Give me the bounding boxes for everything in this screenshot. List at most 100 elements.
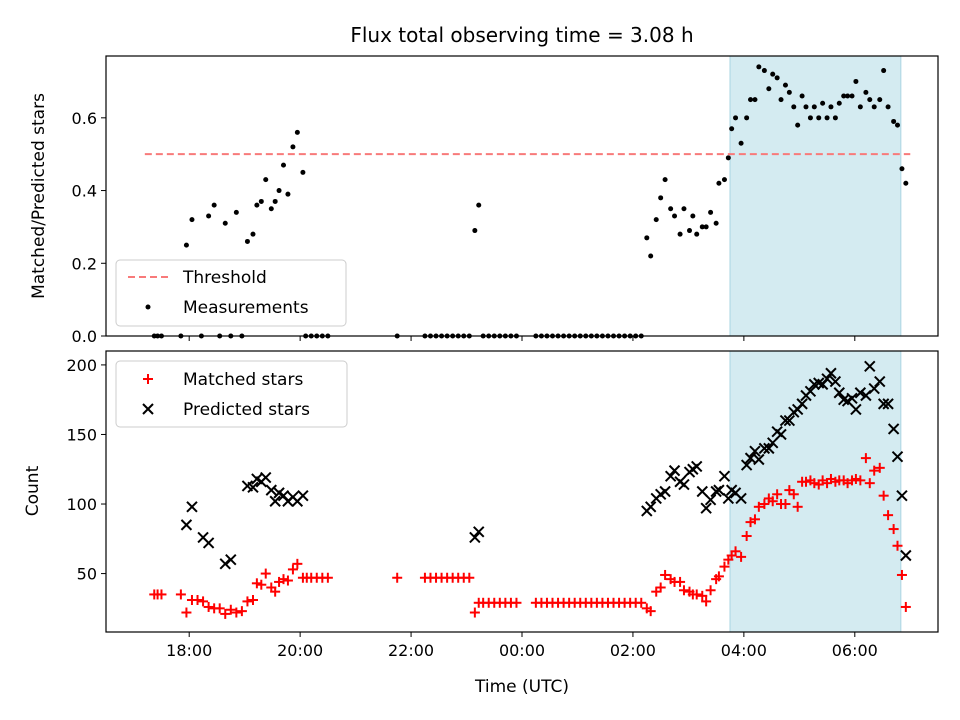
point-p1-s0-42 bbox=[464, 572, 475, 583]
point-p1-s0-85 bbox=[701, 596, 712, 607]
point-p0-s0-98 bbox=[766, 86, 772, 92]
bottom-y-ticks: 50 100 150 200 bbox=[66, 356, 106, 584]
point-p1-s0-79 bbox=[675, 576, 686, 587]
point-p1-s0-101 bbox=[772, 489, 783, 500]
point-p1-s0-76 bbox=[660, 569, 671, 580]
point-p0-s0-14 bbox=[244, 238, 250, 244]
point-p1-s1-35 bbox=[704, 494, 717, 506]
point-p0-s0-5 bbox=[189, 217, 195, 223]
point-p0-s0-90 bbox=[729, 126, 735, 132]
point-p1-s0-121 bbox=[855, 475, 866, 486]
point-p0-s0-96 bbox=[756, 64, 762, 70]
point-p0-s0-17 bbox=[258, 198, 264, 204]
point-p0-s0-106 bbox=[799, 93, 805, 99]
point-p0-s0-114 bbox=[832, 115, 838, 121]
point-p0-s0-92 bbox=[738, 140, 744, 146]
point-p0-s0-20 bbox=[272, 198, 278, 204]
point-p1-s1-29 bbox=[678, 478, 690, 491]
point-p1-s0-75 bbox=[655, 582, 666, 593]
point-p0-s0-101 bbox=[778, 97, 784, 103]
y-tick-label-p0-2: 0.4 bbox=[72, 182, 97, 201]
point-p1-s1-12 bbox=[269, 495, 281, 507]
legend-threshold-label: Threshold bbox=[182, 268, 267, 288]
bottom-x-ticks: 18:00 20:00 22:00 00:00 02:00 04:00 06:00 bbox=[166, 632, 878, 660]
point-p1-s1-56 bbox=[796, 398, 808, 410]
point-p1-s0-83 bbox=[691, 589, 702, 600]
point-p1-s1-38 bbox=[718, 470, 731, 482]
point-p1-s0-15 bbox=[242, 596, 253, 607]
point-p1-s0-26 bbox=[292, 558, 303, 569]
point-p1-s1-64 bbox=[829, 375, 842, 388]
point-p0-s0-86 bbox=[713, 220, 719, 226]
point-p0-s0-19 bbox=[268, 206, 274, 212]
point-p0-s0-120 bbox=[857, 104, 863, 110]
legend-matched-swatch bbox=[143, 374, 153, 384]
point-p0-s0-126 bbox=[885, 104, 891, 110]
point-p1-s0-84 bbox=[697, 590, 708, 601]
point-p0-s0-23 bbox=[285, 191, 291, 197]
point-p1-s0-80 bbox=[678, 585, 689, 596]
top-legend-box bbox=[115, 259, 347, 327]
point-p1-s1-76 bbox=[882, 398, 894, 410]
point-p0-s0-113 bbox=[828, 104, 834, 110]
point-p1-s0-17 bbox=[251, 578, 262, 589]
point-p1-s0-6 bbox=[192, 595, 203, 606]
top-y-ticks: 0.0 0.2 0.4 0.6 bbox=[72, 109, 106, 346]
point-p1-s1-22 bbox=[644, 501, 657, 513]
bottom-points-layer bbox=[149, 360, 912, 619]
point-p1-s0-129 bbox=[892, 540, 903, 551]
point-p1-s1-47 bbox=[758, 442, 771, 455]
legend-predicted-label: Predicted stars bbox=[183, 400, 310, 420]
point-p1-s0-18 bbox=[256, 579, 267, 590]
point-p1-s1-26 bbox=[664, 470, 677, 482]
x-tick-label-4: 02:00 bbox=[610, 641, 656, 660]
point-p1-s0-73 bbox=[645, 606, 656, 617]
y-tick-label-p1-3: 200 bbox=[66, 356, 97, 375]
point-p1-s1-37 bbox=[713, 484, 725, 496]
point-p1-s0-105 bbox=[788, 489, 799, 500]
point-p0-s0-125 bbox=[881, 68, 887, 74]
point-p0-s0-18 bbox=[263, 177, 269, 183]
point-p1-s0-16 bbox=[247, 595, 258, 606]
top-legend: Threshold Measurements bbox=[115, 259, 347, 327]
bottom-y-axis-label: Count bbox=[23, 465, 43, 516]
point-p1-s1-62 bbox=[821, 373, 833, 385]
point-p0-s0-127 bbox=[891, 118, 897, 124]
point-p0-s0-108 bbox=[807, 115, 813, 121]
point-p1-s0-130 bbox=[896, 569, 907, 580]
point-p1-s0-33 bbox=[392, 572, 403, 583]
point-p1-s0-131 bbox=[900, 601, 911, 612]
point-p1-s1-43 bbox=[740, 459, 753, 471]
point-p1-s0-25 bbox=[287, 564, 298, 575]
point-p0-s0-88 bbox=[721, 177, 727, 183]
point-p1-s1-39 bbox=[722, 492, 735, 505]
y-tick-label-p0-0: 0.0 bbox=[72, 327, 97, 346]
point-p1-s1-74 bbox=[874, 375, 886, 388]
point-p0-s0-42 bbox=[472, 228, 478, 234]
point-p1-s1-34 bbox=[700, 502, 712, 514]
top-plot-frame bbox=[105, 55, 939, 337]
point-p0-s0-124 bbox=[877, 97, 883, 103]
point-p1-s1-69 bbox=[850, 403, 862, 416]
point-p0-s0-73 bbox=[653, 217, 659, 223]
point-p0-s0-4 bbox=[183, 242, 189, 248]
point-p1-s0-96 bbox=[749, 514, 760, 525]
point-p1-s1-63 bbox=[825, 367, 837, 379]
y-tick-label-p1-0: 50 bbox=[77, 565, 97, 584]
point-p0-s0-109 bbox=[811, 104, 817, 110]
point-p0-s0-16 bbox=[254, 202, 260, 208]
point-p1-s0-2 bbox=[156, 589, 167, 600]
point-p1-s0-19 bbox=[260, 568, 271, 579]
point-p1-s1-45 bbox=[749, 445, 761, 457]
top-shaded-region bbox=[729, 55, 902, 337]
point-p1-s0-124 bbox=[869, 465, 880, 476]
point-p1-s1-32 bbox=[691, 460, 703, 473]
bottom-legend-box bbox=[115, 360, 348, 428]
bottom-shaded-region bbox=[729, 350, 902, 633]
point-p0-s0-82 bbox=[694, 231, 700, 237]
x-tick-label-5: 04:00 bbox=[721, 641, 767, 660]
top-x-ticks bbox=[188, 336, 856, 341]
point-p1-s1-77 bbox=[887, 423, 900, 435]
point-p0-s0-83 bbox=[699, 224, 705, 230]
